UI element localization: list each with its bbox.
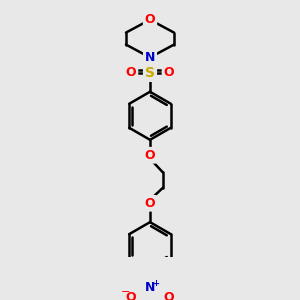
Text: O: O bbox=[164, 66, 174, 80]
Text: O: O bbox=[145, 13, 155, 26]
Text: N: N bbox=[145, 281, 155, 294]
Text: O: O bbox=[145, 149, 155, 162]
Text: O: O bbox=[126, 66, 136, 80]
Text: O: O bbox=[145, 197, 155, 210]
Text: +: + bbox=[152, 278, 159, 287]
Text: N: N bbox=[145, 51, 155, 64]
Text: −: − bbox=[120, 286, 130, 297]
Text: O: O bbox=[126, 291, 136, 300]
Text: S: S bbox=[145, 66, 155, 80]
Text: O: O bbox=[164, 291, 174, 300]
